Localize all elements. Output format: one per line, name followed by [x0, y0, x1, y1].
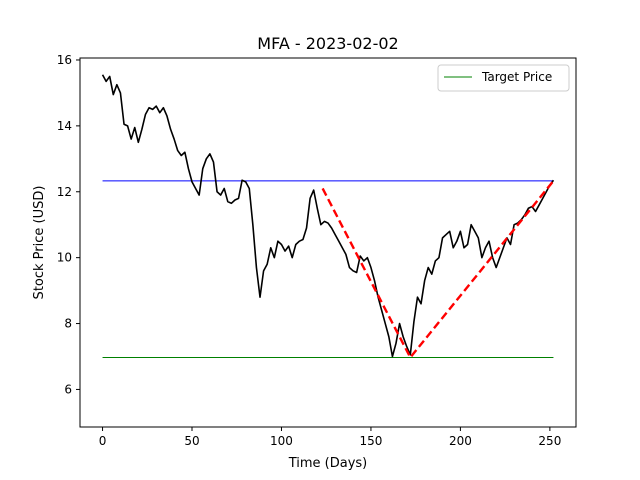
- x-tick-label: 50: [184, 434, 199, 448]
- plot-series: [101, 74, 555, 359]
- legend-label-target-price: Target Price: [481, 70, 552, 84]
- x-tick-label: 250: [538, 434, 561, 448]
- y-axis-label: Stock Price (USD): [32, 186, 47, 300]
- x-axis: 0 50 100 150 200 250: [99, 427, 561, 448]
- x-axis-label: Time (Days): [288, 456, 368, 471]
- y-tick-label: 10: [57, 251, 72, 265]
- legend: Target Price: [437, 64, 570, 92]
- y-tick-label: 8: [64, 317, 72, 331]
- x-tick-label: 150: [359, 434, 382, 448]
- x-tick-label: 0: [99, 434, 107, 448]
- price-line: [101, 74, 555, 358]
- chart-title: MFA - 2023-02-02: [257, 34, 398, 53]
- legend-box: [437, 64, 570, 92]
- x-tick-label: 200: [449, 434, 472, 448]
- y-tick-label: 16: [57, 53, 72, 67]
- y-axis: 6 8 10 12 14 16: [57, 53, 80, 396]
- y-tick-label: 14: [57, 119, 72, 133]
- y-tick-label: 12: [57, 185, 72, 199]
- y-tick-label: 6: [64, 382, 72, 396]
- pattern-line: [321, 180, 555, 359]
- plot-frame: [79, 57, 577, 428]
- x-tick-label: 100: [270, 434, 293, 448]
